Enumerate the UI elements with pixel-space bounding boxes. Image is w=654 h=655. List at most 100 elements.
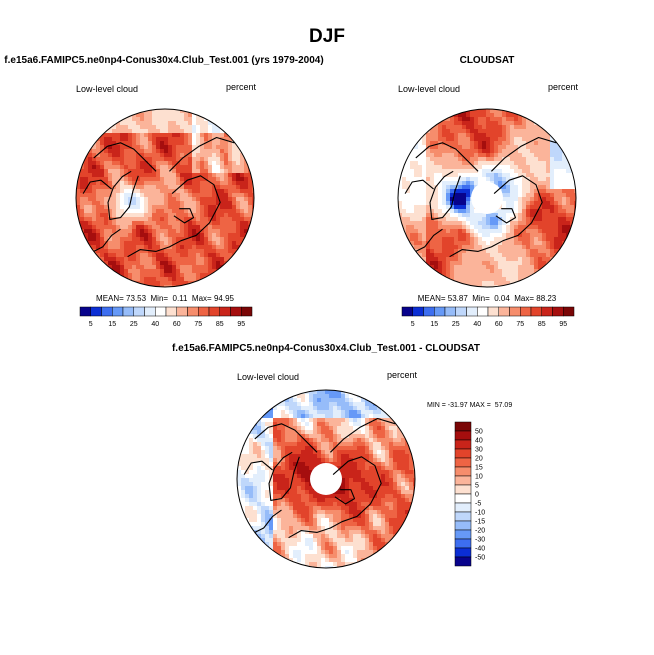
map-cell [289,550,294,555]
map-cell [269,534,274,539]
map-cell [494,285,499,287]
map-cell [176,177,181,182]
map-cell [570,189,575,194]
map-cell [410,189,415,194]
map-cell [341,446,346,451]
map-cell [482,261,487,266]
map-cell [228,193,233,198]
map-cell [273,474,278,479]
map-cell [232,145,237,150]
map-cell [510,193,515,198]
map-cell [144,233,149,238]
map-cell [144,177,149,182]
map-cell [196,213,201,218]
map-cell [514,233,519,238]
map-cell [301,494,306,499]
map-cell [393,450,398,455]
map-cell [414,209,419,214]
map-cell [462,273,467,278]
map-cell [470,165,475,170]
map-cell [494,117,499,122]
map-cell [434,129,439,134]
map-cell [285,478,290,483]
map-cell [538,225,543,230]
map-cell [192,149,197,154]
map-cell [446,141,451,146]
map-cell [393,434,398,439]
map-cell [192,205,197,210]
map-cell [414,185,419,190]
map-cell [534,169,539,174]
map-cell [486,169,491,174]
map-cell [152,185,157,190]
map-cell [232,217,237,222]
map-cell [168,189,173,194]
map-cell [357,442,362,447]
map-cell [494,213,499,218]
map-cell [248,201,253,206]
map-cell [345,546,350,551]
map-cell [474,277,479,282]
map-cell [293,434,298,439]
map-cell [289,530,294,535]
map-cell [554,153,559,158]
map-cell [112,197,117,202]
map-cell [385,534,390,539]
map-cell [100,153,105,158]
map-cell [208,161,213,166]
map-cell [176,125,181,130]
map-cell [108,137,113,142]
map-cell [253,470,258,475]
map-cell [446,153,451,158]
map-cell [261,470,266,475]
map-cell [482,161,487,166]
map-cell [168,213,173,218]
map-cell [172,193,177,198]
map-cell [466,165,471,170]
map-cell [208,233,213,238]
map-cell [458,245,463,250]
map-cell [474,125,479,130]
map-cell [385,498,390,503]
map-cell [377,490,382,495]
map-cell [389,466,394,471]
colorbar-tick-label: 95 [237,321,245,328]
map-cell [542,161,547,166]
map-cell [148,273,153,278]
map-cell [192,217,197,222]
map-cell [506,269,511,274]
map-cell [329,430,334,435]
map-cell [530,129,535,134]
map-cell [249,506,254,511]
map-cell [502,221,507,226]
map-cell [406,201,411,206]
map-cell [345,462,350,467]
map-cell [365,466,370,471]
map-cell [542,249,547,254]
map-cell [389,478,394,483]
map-cell [212,185,217,190]
map-cell [458,193,463,198]
map-cell [361,486,366,491]
map-cell [361,458,366,463]
map-cell [550,233,555,238]
map-cell [458,217,463,222]
map-cell [474,265,479,270]
map-cell [200,229,205,234]
map-cell [526,225,531,230]
map-cell [446,145,451,150]
map-cell [168,117,173,122]
map-cell [542,201,547,206]
map-cell [409,466,414,471]
map-cell [100,213,105,218]
map-cell [84,201,89,206]
map-cell [550,197,555,202]
cloudsat-coastlines [404,136,557,258]
map-cell [470,121,475,126]
map-cell [273,470,278,475]
map-cell [409,494,414,499]
map-cell [248,193,253,198]
map-cell [228,161,233,166]
map-cell [204,225,209,230]
map-cell [454,269,459,274]
